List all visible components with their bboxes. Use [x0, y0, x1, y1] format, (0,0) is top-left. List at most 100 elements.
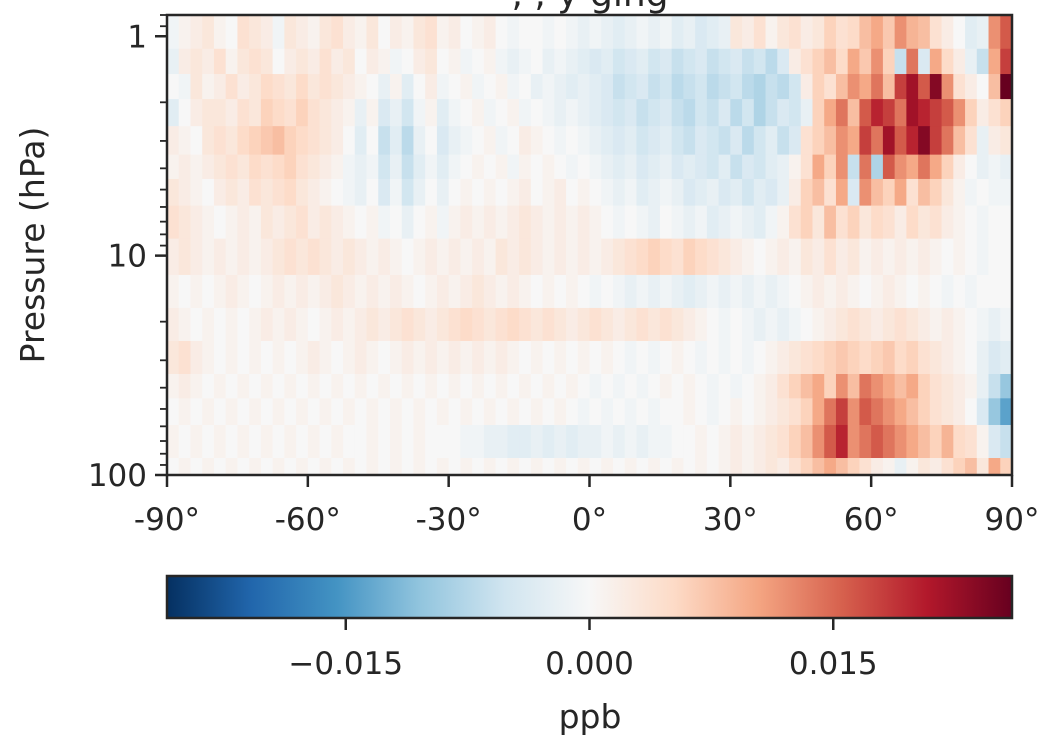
heatmap-cell	[401, 126, 415, 156]
heatmap-cell	[789, 340, 802, 375]
heatmap-cell	[577, 48, 591, 75]
heatmap-cell	[237, 424, 250, 459]
heatmap-cell	[319, 238, 332, 276]
heatmap-cell	[730, 48, 743, 75]
heatmap-cell	[859, 340, 872, 375]
heatmap-cell	[859, 274, 872, 309]
heatmap-cell	[331, 340, 344, 375]
heatmap-cell	[953, 154, 966, 180]
heatmap-cell	[389, 205, 403, 240]
heatmap-cell	[1000, 154, 1012, 180]
heatmap-cell	[566, 178, 579, 207]
heatmap-cell	[612, 126, 626, 156]
heatmap-cell	[307, 398, 321, 426]
heatmap-cell	[389, 154, 403, 180]
heatmap-cell	[1000, 274, 1012, 309]
heatmap-cell	[683, 458, 696, 475]
heatmap-cell	[260, 178, 274, 207]
heatmap-cell	[284, 238, 297, 276]
heatmap-cell	[671, 458, 684, 475]
heatmap-cell	[460, 238, 473, 276]
heatmap-cell	[249, 340, 262, 375]
heatmap-cell	[671, 205, 684, 240]
heatmap-cell	[296, 74, 309, 100]
heatmap-cell	[847, 458, 861, 475]
heatmap-cell	[178, 15, 192, 50]
heatmap-cell	[343, 15, 356, 50]
heatmap-cell	[436, 238, 450, 276]
heatmap-cell	[671, 374, 684, 399]
heatmap-cell	[472, 154, 485, 180]
heatmap-cell	[847, 238, 861, 276]
heatmap-cell	[249, 178, 262, 207]
heatmap-cell	[425, 307, 438, 342]
heatmap-cell	[249, 307, 262, 342]
heatmap-cell	[483, 238, 497, 276]
heatmap-cell	[272, 48, 285, 75]
heatmap-cell	[507, 458, 520, 475]
heatmap-cell	[213, 458, 227, 475]
heatmap-cell	[648, 99, 661, 127]
heatmap-cell	[812, 307, 825, 342]
heatmap-cell	[331, 154, 344, 180]
heatmap-cell	[1000, 205, 1012, 240]
heatmap-cell	[753, 238, 767, 276]
heatmap-cell	[460, 126, 473, 156]
heatmap-cell	[483, 154, 497, 180]
heatmap-cell	[519, 307, 532, 342]
heatmap-cell	[425, 398, 438, 426]
heatmap-cell	[296, 458, 309, 475]
heatmap-cell	[988, 48, 1001, 75]
heatmap-cell	[777, 126, 790, 156]
heatmap-cell	[929, 154, 943, 180]
heatmap-cell	[988, 374, 1001, 399]
heatmap-cell	[460, 178, 473, 207]
heatmap-cell	[730, 274, 743, 309]
heatmap-cell	[472, 48, 485, 75]
colorbar	[165, 574, 1014, 620]
heatmap-cell	[683, 238, 696, 276]
heatmap-cell	[730, 424, 743, 459]
heatmap-cell	[589, 205, 602, 240]
heatmap-cell	[894, 374, 907, 399]
heatmap-cell	[976, 307, 990, 342]
heatmap-cell	[636, 99, 649, 127]
heatmap-cell	[636, 74, 649, 100]
heatmap-cell	[507, 424, 520, 459]
heatmap-cell	[753, 126, 767, 156]
heatmap-cell	[742, 307, 755, 342]
heatmap-cell	[284, 274, 297, 309]
heatmap-cell	[495, 458, 508, 475]
heatmap-cell	[695, 238, 708, 276]
heatmap-cell	[519, 238, 532, 276]
heatmap-cell	[918, 126, 931, 156]
heatmap-cell	[777, 307, 790, 342]
heatmap-cell	[413, 154, 426, 180]
heatmap-cell	[401, 398, 415, 426]
heatmap-cell	[378, 15, 391, 50]
heatmap-cell	[612, 398, 626, 426]
heatmap-cell	[612, 424, 626, 459]
heatmap-cell	[530, 154, 544, 180]
heatmap-cell	[167, 340, 180, 375]
heatmap-cell	[1000, 340, 1012, 375]
heatmap-cell	[624, 340, 638, 375]
heatmap-cell	[589, 374, 602, 399]
heatmap-cell	[612, 340, 626, 375]
heatmap-cell	[965, 424, 978, 459]
heatmap-cell	[601, 48, 614, 75]
heatmap-cell	[789, 178, 802, 207]
heatmap-cell	[882, 205, 896, 240]
heatmap-cell	[331, 205, 344, 240]
heatmap-cell	[882, 424, 896, 459]
heatmap-cell	[988, 458, 1001, 475]
heatmap-cell	[659, 458, 673, 475]
heatmap-cell	[448, 15, 462, 50]
heatmap-cell	[566, 307, 579, 342]
heatmap-cell	[695, 307, 708, 342]
heatmap-cell	[601, 274, 614, 309]
heatmap-cell	[882, 154, 896, 180]
heatmap-cell	[260, 274, 274, 309]
heatmap-cell	[519, 154, 532, 180]
heatmap-cell	[671, 274, 684, 309]
